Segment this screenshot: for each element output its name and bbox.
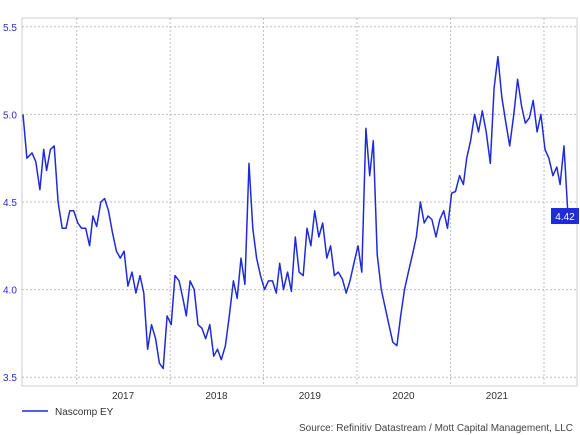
last-value-badge: 4.42: [551, 208, 579, 225]
y-axis-ticks: 3.5 4.0 4.5 5.0 5.5: [3, 23, 17, 384]
last-value-label: 4.42: [555, 212, 575, 223]
y-tick-label: 3.5: [3, 373, 17, 384]
y-tick-label: 5.5: [3, 23, 17, 34]
x-tick-label: 2018: [205, 391, 228, 402]
grid: [22, 18, 577, 386]
series-line-nascomp-ey: [22, 55, 569, 370]
legend: Nascomp EY: [22, 407, 114, 418]
source-note: Source: Refinitiv Datastream / Mott Capi…: [299, 423, 573, 434]
y-tick-label: 4.0: [3, 286, 17, 297]
x-tick-label: 2019: [299, 391, 322, 402]
y-tick-label: 5.0: [3, 110, 17, 121]
x-tick-label: 2017: [112, 391, 135, 402]
x-tick-label: 2020: [392, 391, 415, 402]
last-value-box: [551, 208, 579, 225]
legend-label: Nascomp EY: [55, 407, 114, 418]
y-tick-label: 4.5: [3, 198, 17, 209]
x-tick-label: 2021: [486, 391, 509, 402]
x-axis-ticks: 2017 2018 2019 2020 2021: [112, 391, 509, 402]
